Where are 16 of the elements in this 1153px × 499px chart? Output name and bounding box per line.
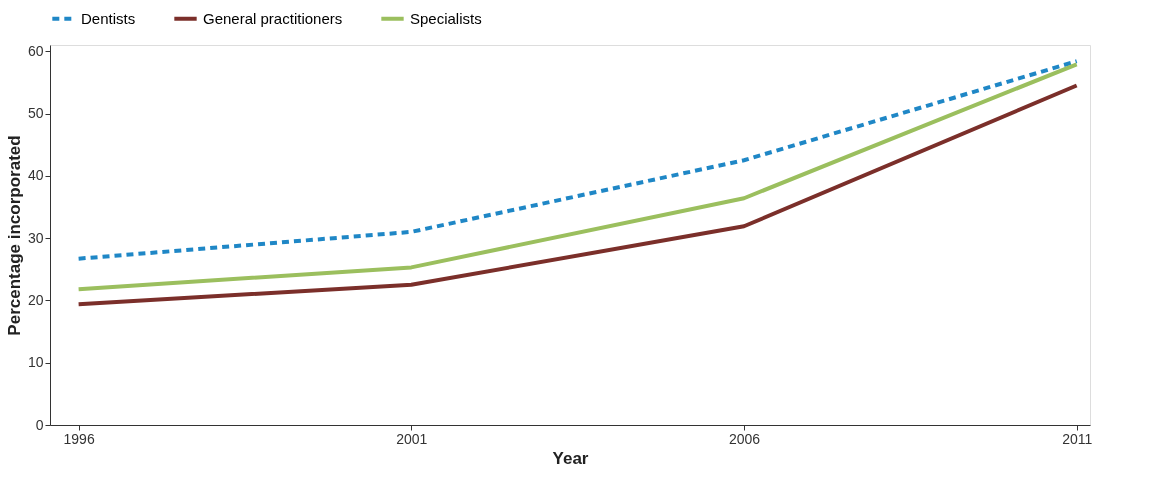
y-tick-label: 30 bbox=[27, 229, 44, 246]
y-tick-label: 10 bbox=[27, 354, 44, 371]
y-axis-title: Percentage incorporated bbox=[4, 135, 24, 336]
y-tick-label: 40 bbox=[27, 167, 44, 184]
x-axis-title: Year bbox=[552, 448, 589, 468]
legend-label: Dentists bbox=[81, 9, 136, 27]
x-tick-label: 1996 bbox=[63, 430, 95, 447]
x-tick-label: 2001 bbox=[396, 430, 428, 447]
y-tick-label: 50 bbox=[27, 105, 44, 122]
legend-label: Specialists bbox=[410, 9, 482, 27]
y-tick-label: 0 bbox=[35, 416, 44, 433]
y-tick-label: 60 bbox=[27, 42, 44, 59]
x-tick-label: 2011 bbox=[1062, 430, 1093, 447]
y-tick-label: 20 bbox=[27, 291, 44, 308]
legend-label: General practitioners bbox=[203, 9, 343, 27]
x-tick-label: 2006 bbox=[728, 430, 761, 447]
